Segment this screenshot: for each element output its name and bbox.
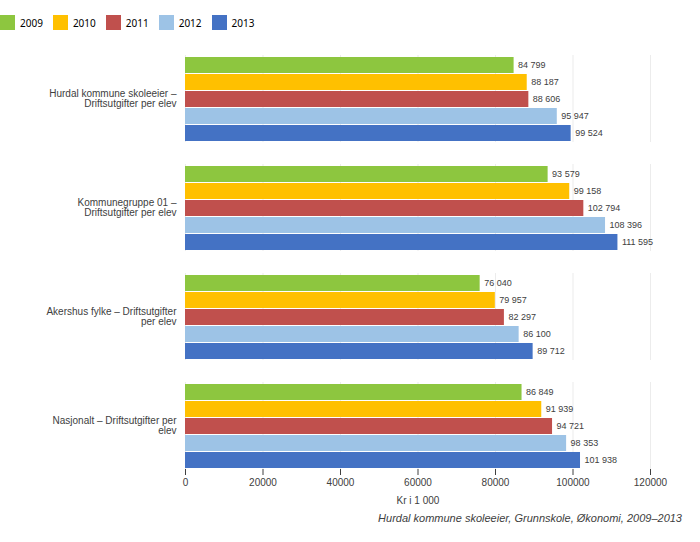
svg-text:Kr i 1 000: Kr i 1 000 (397, 495, 440, 506)
svg-text:80000: 80000 (482, 477, 510, 488)
html-text:2013: 2013 (231, 15, 255, 30)
svg-text:60000: 60000 (404, 477, 432, 488)
svg-text:82 297: 82 297 (508, 312, 536, 322)
svg-text:Nasjonalt – Driftsutgifter per: Nasjonalt – Driftsutgifter perelev (53, 415, 178, 436)
svg-text:88 187: 88 187 (531, 77, 559, 87)
svg-text:84 799: 84 799 (518, 60, 546, 70)
html-text:2009: 2009 (20, 15, 43, 30)
svg-text:100000: 100000 (556, 477, 590, 488)
svg-text:76 040: 76 040 (484, 278, 512, 288)
svg-text:0: 0 (183, 477, 189, 488)
svg-text:94 721: 94 721 (557, 421, 585, 431)
svg-text:89 712: 89 712 (537, 346, 565, 356)
svg-text:88 606: 88 606 (533, 94, 561, 104)
html-text:Hurdal kommune skoleeier, Grun: Hurdal kommune skoleeier, Grunnskole, Øk… (378, 512, 682, 524)
svg-text:40000: 40000 (327, 477, 355, 488)
svg-text:120000: 120000 (634, 477, 668, 488)
svg-text:99 524: 99 524 (575, 128, 603, 138)
svg-text:111 595: 111 595 (622, 237, 653, 247)
svg-text:101 938: 101 938 (585, 455, 618, 465)
svg-text:91 939: 91 939 (546, 404, 574, 414)
svg-text:102 794: 102 794 (588, 203, 621, 213)
svg-text:93 579: 93 579 (552, 169, 580, 179)
svg-text:86 100: 86 100 (523, 329, 551, 339)
svg-text:79 957: 79 957 (499, 295, 527, 305)
svg-text:99 158: 99 158 (574, 186, 602, 196)
html-text:2010: 2010 (72, 15, 96, 30)
svg-text:108 396: 108 396 (610, 220, 643, 230)
svg-text:Akershus fylke – Driftsutgifte: Akershus fylke – Driftsutgifterper elev (46, 306, 177, 327)
html-text:2011: 2011 (125, 15, 149, 30)
svg-text:86 849: 86 849 (526, 387, 554, 397)
svg-text:95 947: 95 947 (561, 111, 589, 121)
svg-text:Kommunegruppe 01 –Driftsutgift: Kommunegruppe 01 –Driftsutgifter per ele… (78, 197, 177, 218)
svg-text:20000: 20000 (249, 477, 277, 488)
svg-text:98 353: 98 353 (571, 438, 599, 448)
svg-text:Hurdal kommune skoleeier –Drif: Hurdal kommune skoleeier –Driftsutgifter… (49, 88, 177, 109)
html-text:2012: 2012 (178, 15, 202, 30)
